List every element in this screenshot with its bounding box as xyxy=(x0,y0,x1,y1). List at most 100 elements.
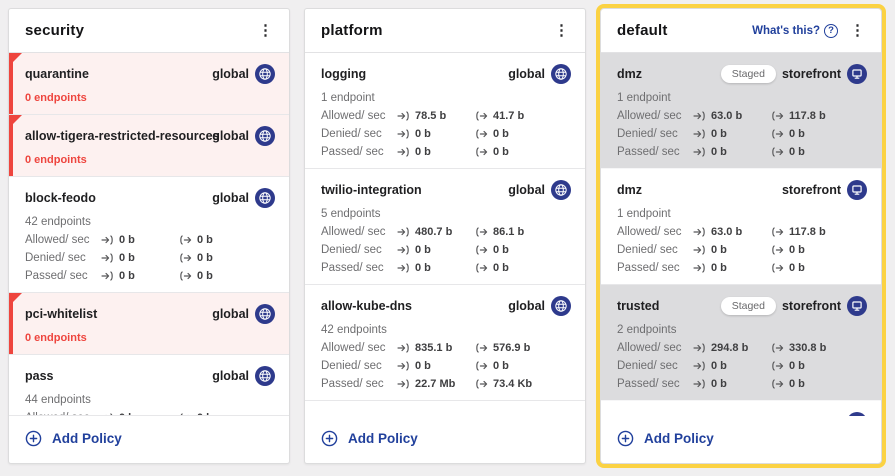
ingress-bytes: 0 b xyxy=(415,360,431,372)
egress-bytes: 0 b xyxy=(493,262,509,274)
ingress-arrow-icon xyxy=(397,111,410,121)
policy-card-header: quarantine global xyxy=(25,64,275,84)
egress-arrow-icon xyxy=(475,245,488,255)
egress-bytes: 86.1 b xyxy=(493,226,525,238)
stat-ingress-value: 0 b xyxy=(101,234,179,246)
policy-scope-label: global xyxy=(508,299,545,313)
policy-scope-group: global xyxy=(504,296,571,316)
stat-ingress-value: 0 b xyxy=(101,252,179,264)
policy-card-allow-kube-dns[interactable]: allow-kube-dns global 42 endpoints Allow… xyxy=(305,285,585,401)
egress-arrow-icon xyxy=(771,379,784,389)
stat-ingress-value: 63.0 b xyxy=(693,226,771,238)
stat-label: Denied/ sec xyxy=(321,244,382,256)
ingress-bytes: 0 b xyxy=(119,252,135,264)
egress-arrow-icon xyxy=(179,253,192,263)
stat-ingress-value: 63.0 b xyxy=(693,110,771,122)
scope-icon xyxy=(551,64,571,84)
stat-egress-value: 0 b xyxy=(771,244,867,256)
egress-bytes: 0 b xyxy=(789,378,805,390)
ingress-arrow-icon xyxy=(397,227,410,237)
policy-card-trusted[interactable]: trusted storefront xyxy=(601,401,881,416)
stat-row-allowed: Allowed/ sec 0 b 0 b xyxy=(25,234,275,246)
stat-ingress-value: 0 b xyxy=(693,128,771,140)
endpoints-count: 44 endpoints xyxy=(25,394,91,406)
endpoints-count: 42 endpoints xyxy=(321,324,387,336)
whats-this-link[interactable]: What's this? ? xyxy=(752,23,838,38)
scope-icon xyxy=(255,366,275,386)
stat-label: Denied/ sec xyxy=(617,128,678,140)
help-icon[interactable]: ? xyxy=(824,23,838,38)
ingress-arrow-icon xyxy=(397,129,410,139)
ingress-arrow-icon xyxy=(693,361,706,371)
policy-card-trusted[interactable]: trusted Staged storefront 2 endpoints Al… xyxy=(601,285,881,401)
ingress-bytes: 0 b xyxy=(119,234,135,246)
add-policy-button[interactable]: Add Policy xyxy=(305,416,585,463)
stat-ingress-value: 0 b xyxy=(101,270,179,282)
policy-card-twilio-integration[interactable]: twilio-integration global 5 endpoints Al… xyxy=(305,169,585,285)
policy-card-pass[interactable]: pass global 44 endpoints Allowed/ sec 0 … xyxy=(9,355,289,416)
stat-row-passed: Passed/ sec 22.7 Mb 73.4 Kb xyxy=(321,378,571,390)
policy-card-block-feodo[interactable]: block-feodo global 42 endpoints Allowed/… xyxy=(9,177,289,293)
stat-ingress-value: 22.7 Mb xyxy=(397,378,475,390)
policy-card-allow-tigera-restricted-resources[interactable]: allow-tigera-restricted-resources global… xyxy=(9,115,289,177)
egress-arrow-icon xyxy=(771,361,784,371)
policy-name: logging xyxy=(321,67,367,81)
add-policy-button[interactable]: Add Policy xyxy=(601,416,881,463)
stat-row-passed: Passed/ sec 0 b 0 b xyxy=(617,146,867,158)
kebab-menu-icon[interactable]: ⋮ xyxy=(850,22,865,39)
stat-label: Allowed/ sec xyxy=(617,110,682,122)
policy-card-header: allow-tigera-restricted-resources global xyxy=(25,126,275,146)
staged-badge: Staged xyxy=(720,297,776,315)
stat-label: Allowed/ sec xyxy=(25,234,90,246)
policy-name: pci-whitelist xyxy=(25,307,98,321)
stat-row-allowed: Allowed/ sec 294.8 b 330.8 b xyxy=(617,342,867,354)
egress-arrow-icon xyxy=(475,129,488,139)
policy-card-dmz[interactable]: dmz storefront 1 endpoint Allowed/ sec 6… xyxy=(601,169,881,285)
stat-label: Passed/ sec xyxy=(321,378,384,390)
kebab-menu-icon[interactable]: ⋮ xyxy=(554,22,569,39)
egress-bytes: 0 b xyxy=(493,146,509,158)
endpoints-count: 0 endpoints xyxy=(25,92,87,104)
policy-card-logging[interactable]: logging global 1 endpoint Allowed/ sec 7… xyxy=(305,53,585,169)
policy-name: dmz xyxy=(617,183,642,197)
add-policy-button[interactable]: Add Policy xyxy=(9,416,289,463)
stat-label: Denied/ sec xyxy=(321,360,382,372)
ingress-arrow-icon xyxy=(693,343,706,353)
egress-arrow-icon xyxy=(179,235,192,245)
policy-scope-group: global xyxy=(208,188,275,208)
policy-scope-label: global xyxy=(212,307,249,321)
ingress-bytes: 0 b xyxy=(119,412,135,415)
policy-card-quarantine[interactable]: quarantine global 0 endpoints xyxy=(9,53,289,115)
ingress-arrow-icon xyxy=(693,263,706,273)
ingress-arrow-icon xyxy=(693,379,706,389)
stat-label: Allowed/ sec xyxy=(617,342,682,354)
policy-list: dmz Staged storefront 1 endpoint Allowed… xyxy=(601,53,881,416)
policy-card-header: pci-whitelist global xyxy=(25,304,275,324)
policy-card-dmz[interactable]: dmz Staged storefront 1 endpoint Allowed… xyxy=(601,53,881,169)
tier-column-platform: platform ⋮ logging global 1 endpoint All… xyxy=(304,8,586,464)
egress-bytes: 0 b xyxy=(789,262,805,274)
egress-bytes: 41.7 b xyxy=(493,110,525,122)
kebab-menu-icon[interactable]: ⋮ xyxy=(258,22,273,39)
scope-icon xyxy=(847,64,867,84)
policy-scope-group: global xyxy=(504,64,571,84)
policy-card-pci-whitelist[interactable]: pci-whitelist global 0 endpoints xyxy=(9,293,289,355)
policy-card-header: allow-kube-dns global xyxy=(321,296,571,316)
egress-arrow-icon xyxy=(475,263,488,273)
egress-bytes: 0 b xyxy=(197,270,213,282)
stat-label: Passed/ sec xyxy=(617,146,680,158)
stat-row-allowed: Allowed/ sec 480.7 b 86.1 b xyxy=(321,226,571,238)
endpoints-count: 0 endpoints xyxy=(25,332,87,344)
stat-label: Passed/ sec xyxy=(25,270,88,282)
policy-name: quarantine xyxy=(25,67,89,81)
policy-name: dmz xyxy=(617,67,642,81)
tier-header-actions: ⋮ xyxy=(550,19,573,42)
egress-bytes: 0 b xyxy=(789,146,805,158)
egress-arrow-icon xyxy=(475,379,488,389)
policy-stats: Allowed/ sec 835.1 b 576.9 b Denied/ sec… xyxy=(321,342,571,390)
ingress-arrow-icon xyxy=(693,147,706,157)
stat-row-allowed: Allowed/ sec 835.1 b 576.9 b xyxy=(321,342,571,354)
egress-arrow-icon xyxy=(475,361,488,371)
ingress-arrow-icon xyxy=(397,147,410,157)
policy-name: trusted xyxy=(617,415,659,416)
